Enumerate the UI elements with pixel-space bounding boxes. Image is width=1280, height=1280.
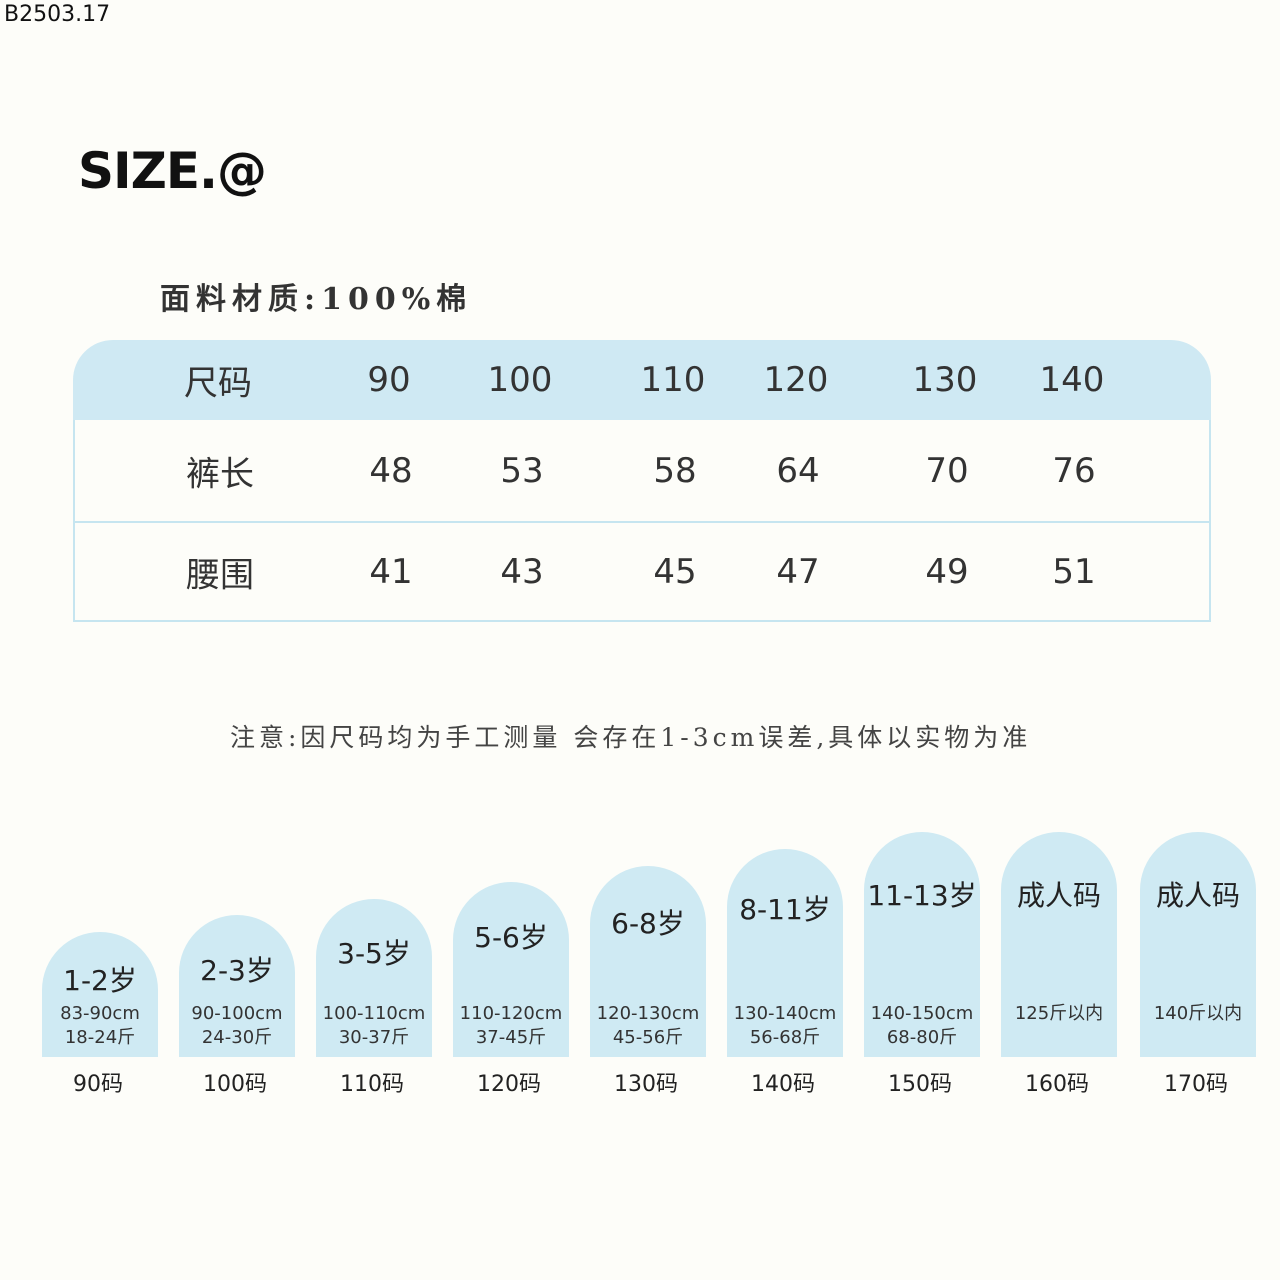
age-label: 8-11岁 <box>739 893 831 926</box>
table-row: 腰围 41 43 45 47 49 51 <box>73 523 1211 622</box>
table-cell: 43 <box>500 551 544 592</box>
table-cell: 47 <box>776 551 820 592</box>
table-cell: 64 <box>776 450 820 491</box>
size-label: 130码 <box>614 1072 678 1097</box>
weight-range: 24-30斤 <box>201 1027 273 1048</box>
page-title: SIZE.@ <box>78 142 267 200</box>
table-cell: 130 <box>912 360 978 400</box>
table-cell: 70 <box>925 450 969 491</box>
age-label: 11-13岁 <box>867 879 977 912</box>
size-label: 150码 <box>888 1072 952 1097</box>
height-range: 130-140cm <box>733 1003 837 1024</box>
height-range: 83-90cm <box>60 1003 140 1024</box>
size-card: 8-11岁 130-140cm 56-68斤 <box>727 849 843 1057</box>
size-label: 100码 <box>203 1072 267 1097</box>
table-cell: 110 <box>640 360 706 400</box>
size-card: 成人码 125斤以内 <box>1001 832 1117 1057</box>
height-range: 125斤以内 <box>1014 1003 1104 1024</box>
size-label: 110码 <box>340 1072 404 1097</box>
weight-range: 18-24斤 <box>64 1027 136 1048</box>
table-cell: 48 <box>369 450 413 491</box>
height-range: 110-120cm <box>459 1003 563 1024</box>
height-range: 140-150cm <box>870 1003 974 1024</box>
height-range: 120-130cm <box>596 1003 700 1024</box>
size-card: 5-6岁 110-120cm 37-45斤 <box>453 882 569 1057</box>
table-cell: 58 <box>653 450 697 491</box>
table-cell: 53 <box>500 450 544 491</box>
height-range: 100-110cm <box>322 1003 426 1024</box>
weight-range: 68-80斤 <box>886 1027 958 1048</box>
product-code: B2503.17 <box>4 2 111 27</box>
size-card: 6-8岁 120-130cm 45-56斤 <box>590 866 706 1057</box>
table-header: 尺码 90 100 110 120 130 140 <box>73 340 1211 420</box>
weight-range: 37-45斤 <box>475 1027 547 1048</box>
size-table: 尺码 90 100 110 120 130 140 裤长 48 53 58 64 70 76 腰围 41 43 4… <box>73 340 1211 622</box>
size-label: 120码 <box>477 1072 541 1097</box>
size-card: 1-2岁 83-90cm 18-24斤 <box>42 932 158 1057</box>
age-label: 1-2岁 <box>63 964 137 997</box>
size-label: 140码 <box>751 1072 815 1097</box>
table-cell: 41 <box>369 551 413 592</box>
table-cell: 120 <box>763 360 829 400</box>
age-label: 2-3岁 <box>200 954 274 987</box>
age-label: 6-8岁 <box>611 907 685 940</box>
size-label: 90码 <box>73 1072 123 1097</box>
size-card: 2-3岁 90-100cm 24-30斤 <box>179 915 295 1057</box>
age-label: 成人码 <box>1155 879 1240 912</box>
size-card: 11-13岁 140-150cm 68-80斤 <box>864 832 980 1057</box>
row-label: 腰围 <box>186 555 254 595</box>
weight-range: 45-56斤 <box>612 1027 684 1048</box>
size-card: 3-5岁 100-110cm 30-37斤 <box>316 899 432 1057</box>
row-label: 尺码 <box>184 363 252 404</box>
size-card: 成人码 140斤以内 <box>1140 832 1256 1057</box>
table-cell: 90 <box>367 360 411 400</box>
table-cell: 45 <box>653 551 697 592</box>
weight-range: 56-68斤 <box>749 1027 821 1048</box>
row-label: 裤长 <box>186 454 254 494</box>
age-label: 5-6岁 <box>474 921 548 954</box>
size-label: 160码 <box>1025 1072 1089 1097</box>
height-range: 90-100cm <box>191 1003 283 1024</box>
table-cell: 140 <box>1039 360 1105 400</box>
weight-range: 30-37斤 <box>338 1027 410 1048</box>
measurement-note: 注意:因尺码均为手工测量 会存在1-3cm误差,具体以实物为准 <box>230 723 1032 752</box>
height-range: 140斤以内 <box>1153 1003 1243 1024</box>
table-cell: 76 <box>1052 450 1096 491</box>
age-label: 3-5岁 <box>337 937 411 970</box>
table-cell: 100 <box>487 360 553 400</box>
table-row: 裤长 48 53 58 64 70 76 <box>73 420 1211 523</box>
size-label: 170码 <box>1164 1072 1228 1097</box>
table-cell: 49 <box>925 551 969 592</box>
age-label: 成人码 <box>1016 879 1101 912</box>
table-cell: 51 <box>1052 551 1096 592</box>
material-text: 面料材质:100%棉 <box>160 282 473 317</box>
